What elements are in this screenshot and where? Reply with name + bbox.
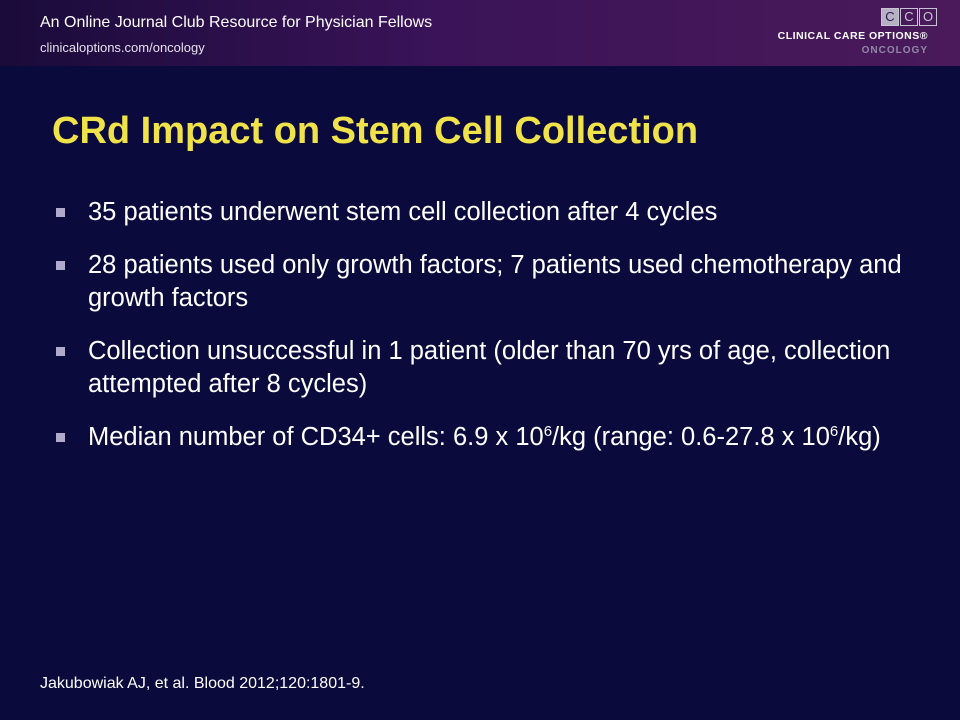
bullet-list: 35 patients underwent stem cell collecti… bbox=[56, 196, 906, 474]
logo-brand-name: CLINICAL CARE OPTIONS® bbox=[777, 30, 928, 42]
superscript-exponent: 6 bbox=[829, 423, 839, 440]
square-bullet-icon bbox=[56, 433, 65, 442]
cco-logo: C C O CLINICAL CARE OPTIONS® ONCOLOGY bbox=[777, 8, 940, 60]
logo-letter-o: O bbox=[919, 8, 937, 26]
superscript-exponent: 6 bbox=[543, 423, 553, 440]
square-bullet-icon bbox=[56, 261, 65, 270]
logo-brand-sub: ONCOLOGY bbox=[861, 45, 928, 56]
bullet-text-part: /kg) bbox=[838, 423, 881, 451]
bullet-text-part: /kg (range: 0.6-27.8 x 10 bbox=[552, 423, 830, 451]
bullet-item: 35 patients underwent stem cell collecti… bbox=[56, 196, 906, 229]
slide-title: CRd Impact on Stem Cell Collection bbox=[52, 110, 699, 152]
citation: Jakubowiak AJ, et al. Blood 2012;120:180… bbox=[40, 675, 365, 692]
bullet-text-part: Median number of CD34+ cells: 6.9 x 10 bbox=[88, 423, 544, 451]
square-bullet-icon bbox=[56, 347, 65, 356]
square-bullet-icon bbox=[56, 208, 65, 217]
bullet-item: Median number of CD34+ cells: 6.9 x 106/… bbox=[56, 421, 906, 454]
header-url: clinicaloptions.com/oncology bbox=[40, 40, 205, 55]
bullet-item: Collection unsuccessful in 1 patient (ol… bbox=[56, 335, 906, 401]
bullet-text: 35 patients underwent stem cell collecti… bbox=[88, 198, 718, 226]
bullet-text: 28 patients used only growth factors; 7 … bbox=[88, 251, 902, 312]
logo-letter-boxes: C C O bbox=[880, 8, 937, 26]
logo-letter-c2: C bbox=[900, 8, 918, 26]
bullet-text: Collection unsuccessful in 1 patient (ol… bbox=[88, 337, 891, 398]
bullet-item: 28 patients used only growth factors; 7 … bbox=[56, 249, 906, 315]
header-bar bbox=[0, 0, 960, 66]
header-tagline: An Online Journal Club Resource for Phys… bbox=[40, 14, 433, 31]
logo-letter-c1: C bbox=[881, 8, 899, 26]
